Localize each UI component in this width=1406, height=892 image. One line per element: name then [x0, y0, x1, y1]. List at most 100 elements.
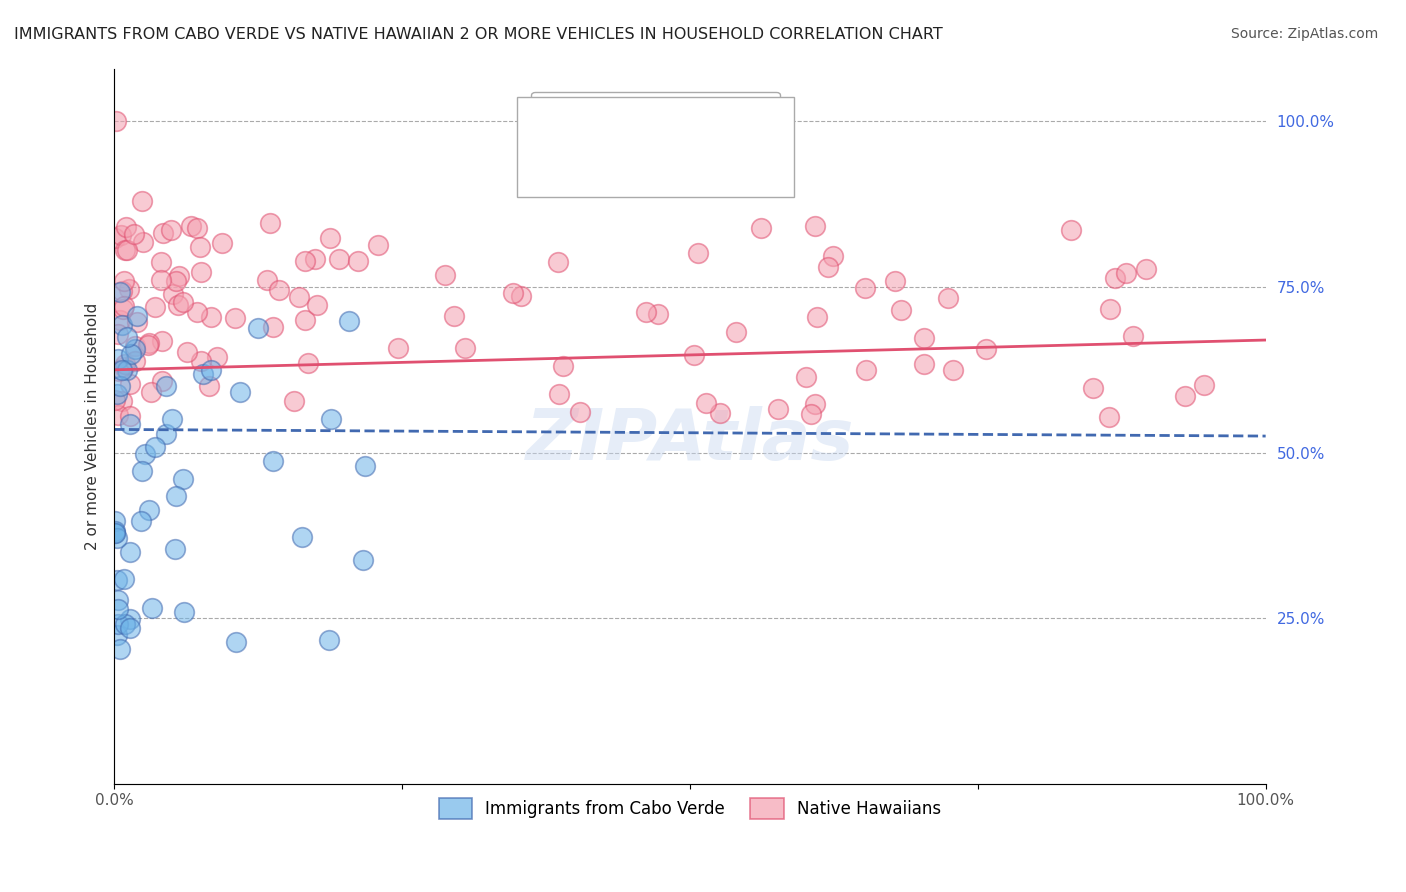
Point	[890, 303, 912, 318]
Point	[686, 246, 709, 260]
Point	[294, 313, 316, 327]
Point	[105, 387, 128, 401]
Point	[547, 254, 569, 268]
Point	[125, 309, 148, 323]
Point	[337, 314, 360, 328]
Point	[551, 359, 574, 373]
Point	[176, 345, 198, 359]
Point	[104, 393, 127, 408]
Point	[912, 331, 935, 345]
Point	[262, 320, 284, 334]
Point	[124, 354, 146, 368]
Point	[107, 531, 129, 545]
Point	[145, 440, 167, 454]
Point	[111, 393, 134, 408]
Point	[105, 573, 128, 587]
Point	[107, 408, 129, 422]
Point	[191, 367, 214, 381]
Point	[855, 363, 877, 377]
Point	[548, 387, 571, 401]
Text: IMMIGRANTS FROM CABO VERDE VS NATIVE HAWAIIAN 2 OR MORE VEHICLES IN HOUSEHOLD CO: IMMIGRANTS FROM CABO VERDE VS NATIVE HAW…	[14, 27, 943, 42]
Point	[912, 357, 935, 371]
Point	[695, 395, 717, 409]
Point	[509, 289, 531, 303]
Point	[131, 465, 153, 479]
Point	[304, 252, 326, 266]
Point	[186, 221, 208, 235]
Point	[200, 310, 222, 324]
Point	[804, 219, 827, 233]
Point	[167, 298, 190, 312]
Point	[107, 617, 129, 632]
Point	[104, 514, 127, 528]
Point	[319, 231, 342, 245]
Point	[107, 327, 129, 342]
Point	[138, 502, 160, 516]
Y-axis label: 2 or more Vehicles in Household: 2 or more Vehicles in Household	[86, 302, 100, 549]
FancyBboxPatch shape	[517, 97, 793, 197]
Point	[150, 374, 173, 388]
Point	[936, 291, 959, 305]
Point	[165, 274, 187, 288]
Point	[172, 472, 194, 486]
Point	[283, 393, 305, 408]
Point	[129, 514, 152, 528]
Point	[112, 572, 135, 586]
Point	[768, 402, 790, 417]
Point	[122, 227, 145, 241]
Point	[1060, 223, 1083, 237]
Point	[124, 339, 146, 353]
Point	[139, 384, 162, 399]
Point	[433, 268, 456, 283]
Point	[111, 301, 134, 316]
Point	[114, 274, 136, 288]
Point	[186, 304, 208, 318]
Point	[150, 334, 173, 349]
Point	[104, 524, 127, 538]
Point	[165, 489, 187, 503]
Point	[150, 254, 173, 268]
Point	[200, 363, 222, 377]
Point	[107, 352, 129, 367]
Point	[118, 612, 141, 626]
Point	[104, 525, 127, 540]
Point	[806, 310, 828, 324]
Point	[1174, 389, 1197, 403]
Point	[247, 321, 270, 335]
Point	[269, 284, 291, 298]
Point	[942, 363, 965, 377]
Point	[118, 282, 141, 296]
Legend: Immigrants from Cabo Verde, Native Hawaiians: Immigrants from Cabo Verde, Native Hawai…	[432, 792, 948, 825]
Point	[823, 249, 845, 263]
Point	[347, 254, 370, 268]
Point	[224, 310, 246, 325]
Point	[682, 348, 704, 362]
Point	[305, 297, 328, 311]
Point	[190, 265, 212, 279]
Point	[1104, 270, 1126, 285]
Point	[1192, 378, 1215, 392]
Point	[118, 409, 141, 424]
Point	[387, 341, 409, 355]
Point	[120, 545, 142, 559]
Point	[152, 226, 174, 240]
Point	[155, 378, 177, 392]
Point	[1081, 381, 1104, 395]
Point	[647, 307, 669, 321]
Point	[817, 260, 839, 274]
Point	[125, 315, 148, 329]
Point	[749, 221, 772, 235]
Point	[107, 593, 129, 607]
Point	[853, 281, 876, 295]
Point	[115, 330, 138, 344]
Point	[160, 223, 183, 237]
Point	[569, 405, 592, 419]
Point	[105, 114, 128, 128]
Point	[120, 621, 142, 635]
Point	[188, 240, 211, 254]
Point	[141, 600, 163, 615]
Point	[115, 220, 138, 235]
Point	[108, 378, 131, 392]
Point	[131, 194, 153, 208]
Point	[297, 355, 319, 369]
